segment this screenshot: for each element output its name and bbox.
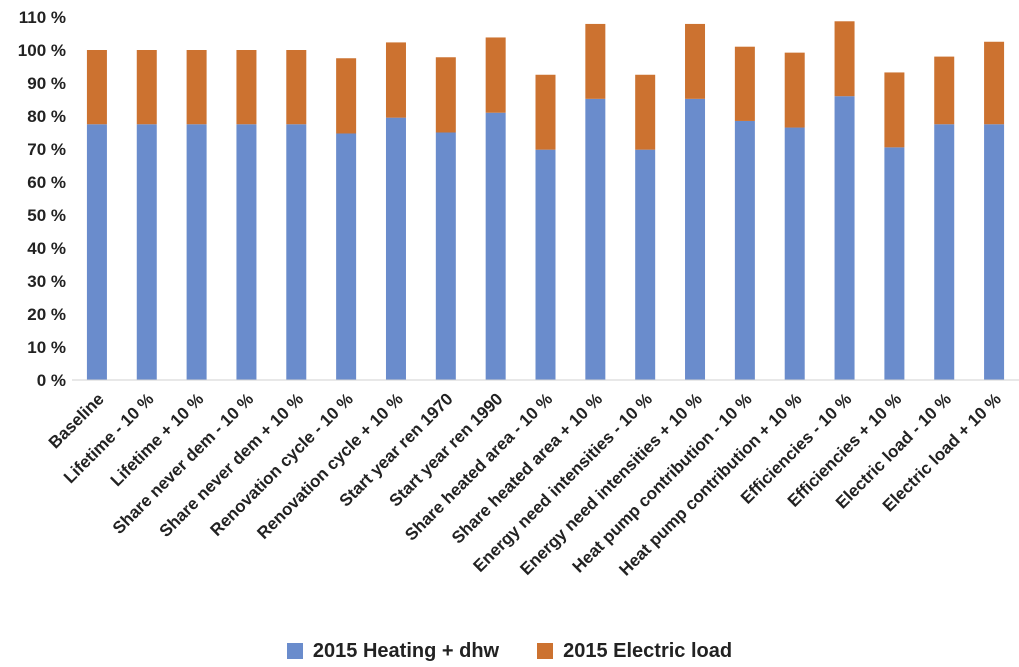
- legend-label-electric: 2015 Electric load: [563, 639, 733, 662]
- bar-segment-electric: [784, 52, 805, 128]
- bar-segment-heating: [585, 98, 606, 380]
- bar-segment-heating: [136, 124, 157, 380]
- bar-segment-electric: [535, 74, 556, 150]
- legend: 2015 Heating + dhw 2015 Electric load: [0, 636, 1019, 666]
- legend-item-heating: 2015 Heating + dhw: [286, 639, 500, 663]
- y-tick-label: 0 %: [37, 371, 66, 390]
- bar-segment-heating: [86, 124, 107, 380]
- bar-segment-heating: [336, 133, 357, 380]
- bar-segment-heating: [685, 98, 706, 380]
- bar-segment-heating: [385, 117, 406, 381]
- legend-swatch-electric: [537, 643, 554, 659]
- bar-segment-electric: [385, 42, 406, 118]
- bar-segment-electric: [884, 72, 905, 148]
- y-tick-label: 100 %: [18, 41, 66, 60]
- bar-segment-heating: [784, 127, 805, 380]
- y-tick-label: 10 %: [27, 338, 66, 357]
- y-tick-label: 80 %: [27, 107, 66, 126]
- y-tick-label: 40 %: [27, 239, 66, 258]
- bar-segment-electric: [186, 50, 207, 125]
- bar-segment-heating: [635, 149, 656, 380]
- y-tick-label: 90 %: [27, 74, 66, 93]
- bar-segment-electric: [435, 57, 456, 133]
- bar-segment-heating: [535, 149, 556, 380]
- y-tick-label: 70 %: [27, 140, 66, 159]
- y-tick-label: 30 %: [27, 272, 66, 291]
- x-tick-label: Heat pump contribution - 10 %: [569, 389, 756, 576]
- x-tick-label: Energy need intensities + 10 %: [516, 389, 705, 578]
- bar-segment-heating: [435, 132, 456, 380]
- bar-segment-heating: [984, 124, 1005, 380]
- bar-segment-heating: [485, 112, 506, 380]
- bar-segment-heating: [934, 124, 955, 380]
- bar-segment-electric: [286, 50, 307, 125]
- bar-segment-electric: [86, 50, 107, 125]
- bar-segment-electric: [934, 56, 955, 125]
- bar-segment-electric: [734, 46, 755, 121]
- x-tick-label: Heat pump contribution + 10 %: [615, 389, 805, 579]
- bar-segment-heating: [834, 96, 855, 380]
- bar-segment-electric: [585, 23, 606, 99]
- legend-swatch-heating: [286, 643, 303, 659]
- bar-segment-heating: [186, 124, 207, 380]
- bar-segment-electric: [984, 41, 1005, 125]
- y-tick-label: 20 %: [27, 305, 66, 324]
- bar-segment-electric: [635, 74, 656, 150]
- bar-segment-heating: [286, 124, 307, 380]
- bar-segment-electric: [136, 50, 157, 125]
- bar-segment-heating: [236, 124, 257, 380]
- y-tick-label: 50 %: [27, 206, 66, 225]
- x-tick-label: Energy need intensities - 10 %: [470, 389, 656, 575]
- bar-segment-electric: [834, 21, 855, 97]
- bar-segment-electric: [685, 23, 706, 99]
- bar-segment-heating: [734, 120, 755, 380]
- legend-label-heating: 2015 Heating + dhw: [312, 639, 500, 662]
- x-tick-label: Lifetime - 10 %: [60, 389, 158, 487]
- legend-item-electric: 2015 Electric load: [537, 640, 732, 663]
- bar-segment-electric: [485, 37, 506, 113]
- bars: [86, 21, 1005, 381]
- bar-segment-electric: [336, 58, 357, 134]
- bar-segment-electric: [236, 50, 257, 125]
- y-axis: 0 % 10 % 20 % 30 % 40 % 50 % 60 % 70 % 80 % 90 % 1…: [18, 8, 66, 390]
- y-tick-label: 110 %: [19, 8, 66, 27]
- y-tick-label: 60 %: [27, 173, 66, 192]
- bar-segment-heating: [884, 147, 905, 380]
